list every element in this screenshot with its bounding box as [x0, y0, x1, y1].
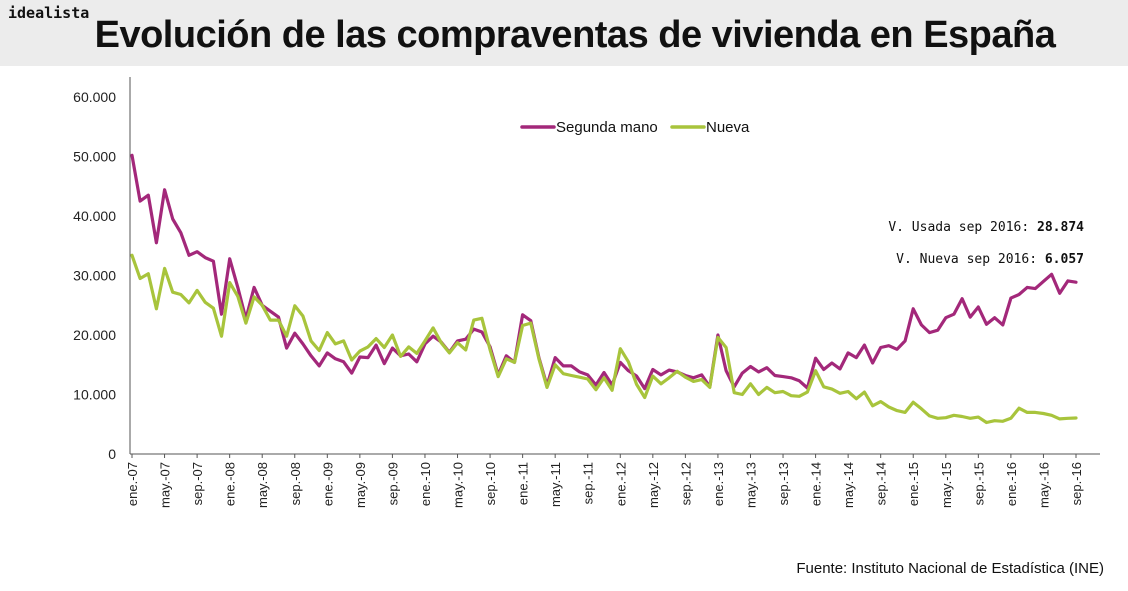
- x-tick-label: sep.-10: [483, 462, 498, 505]
- x-tick-label: ene.-07: [125, 462, 140, 506]
- x-tick-label: may.-15: [939, 462, 954, 508]
- x-tick-label: may.-10: [451, 462, 466, 508]
- y-tick-label: 60.000: [73, 89, 116, 105]
- line-chart: 0 10.000 20.000 30.000 40.000 50.000 60.000 ene…: [73, 77, 1100, 508]
- x-tick-label: sep.-07: [190, 462, 205, 505]
- x-tick-label: may.-08: [255, 462, 270, 508]
- x-tick-label: may.-16: [1036, 462, 1051, 508]
- legend-label: Nueva: [706, 119, 750, 136]
- series-line-segunda-mano: [130, 153, 1078, 391]
- x-tick-label: ene.-08: [223, 462, 238, 506]
- x-tick-label: sep.-08: [288, 462, 303, 505]
- x-tick-label: sep.-12: [678, 462, 693, 505]
- x-tick-label: ene.-14: [809, 462, 824, 506]
- x-tick-label: ene.-09: [320, 462, 335, 506]
- x-tick-label: sep.-14: [874, 462, 889, 505]
- x-tick-label: ene.-11: [516, 462, 531, 505]
- x-tick-label: may.-12: [646, 462, 661, 508]
- x-tick-label: ene.-13: [711, 462, 726, 506]
- x-tick-label: ene.-15: [906, 462, 921, 506]
- page-title: Evolución de las compraventas de viviend…: [94, 14, 1056, 56]
- y-tick-label: 40.000: [73, 208, 116, 224]
- header-bar: idealista Evolución de las compraventas …: [0, 0, 1128, 66]
- series-line-nueva: [130, 253, 1078, 425]
- x-tick-label: sep.-13: [776, 462, 791, 505]
- x-tick-label: ene.-10: [418, 462, 433, 506]
- y-tick-label: 30.000: [73, 268, 116, 284]
- y-tick-label: 50.000: [73, 149, 116, 165]
- brand-logo: idealista: [8, 4, 90, 22]
- y-tick-label: 20.000: [73, 327, 116, 343]
- y-tick-label: 0: [108, 446, 116, 462]
- x-tick-label: sep.-16: [1069, 462, 1084, 505]
- legend-label: Segunda mano: [556, 119, 658, 136]
- annotation-nueva: V. Nueva sep 2016: 6.057: [896, 252, 1084, 267]
- x-tick-label: ene.-12: [613, 462, 628, 506]
- x-tick-label: may.-14: [841, 462, 856, 508]
- x-tick-label: may.-13: [743, 462, 758, 508]
- x-tick-label: sep.-11: [581, 462, 596, 504]
- x-tick-label: sep.-09: [385, 462, 400, 505]
- source-note: Fuente: Instituto Nacional de Estadístic…: [796, 560, 1104, 577]
- x-tick-label: ene.-16: [1004, 462, 1019, 506]
- annotation-usada: V. Usada sep 2016: 28.874: [888, 220, 1084, 235]
- x-tick-label: sep.-15: [971, 462, 986, 505]
- x-tick-label: may.-11: [548, 462, 563, 507]
- x-tick-label: may.-07: [158, 462, 173, 508]
- y-tick-label: 10.000: [73, 387, 116, 403]
- x-tick-label: may.-09: [353, 462, 368, 508]
